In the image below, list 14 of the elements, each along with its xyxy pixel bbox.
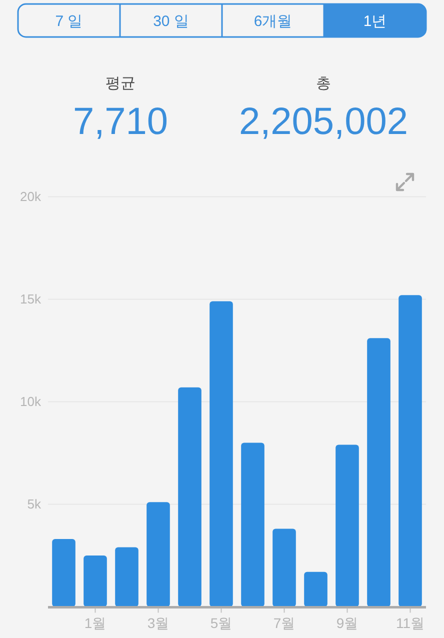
x-tick-label: 3월 (147, 615, 170, 631)
text: 평균 (106, 75, 136, 92)
x-tick-label: 1월 (84, 615, 106, 631)
y-tick-label: 5k (27, 496, 42, 512)
text: 총 (316, 75, 331, 92)
y-tick-label: 15k (20, 292, 42, 307)
y-tick-label: 10k (20, 394, 42, 410)
y-tick-label: 20k (20, 189, 42, 204)
x-tick-label: 9월 (336, 615, 358, 631)
x-tick-label: 7월 (273, 615, 296, 631)
text: 2,205,002 (238, 101, 408, 143)
text: 7,710 (72, 101, 168, 143)
x-tick-label: 11월 (396, 615, 425, 631)
x-tick-label: 5월 (210, 615, 232, 631)
